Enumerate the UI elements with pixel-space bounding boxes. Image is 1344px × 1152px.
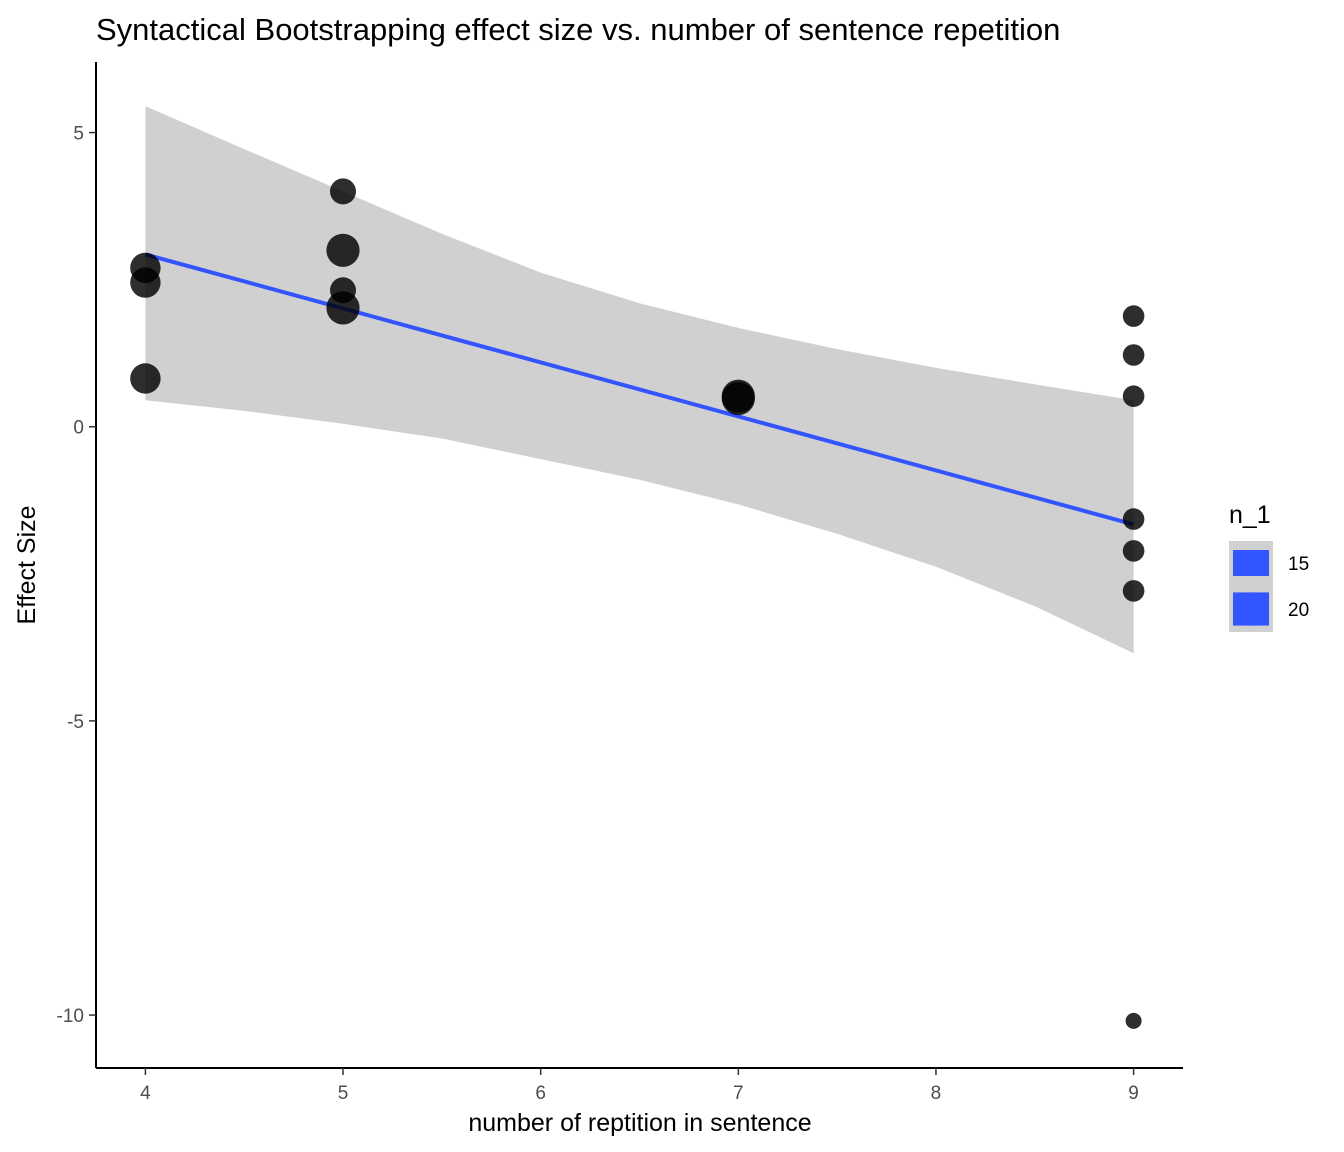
legend-title: n_1	[1229, 501, 1271, 529]
data-point	[1122, 305, 1145, 327]
data-point	[1122, 540, 1145, 562]
data-point	[1122, 344, 1145, 366]
x-tick-label: 6	[535, 1083, 546, 1104]
x-tick-label: 4	[140, 1083, 151, 1104]
data-point	[1122, 508, 1145, 530]
y-axis-title: Effect Size	[13, 505, 41, 624]
x-tick-label: 5	[338, 1083, 349, 1104]
x-axis-title: number of reptition in sentence	[468, 1109, 811, 1137]
data-point	[130, 267, 161, 298]
x-tick-label: 9	[1128, 1083, 1139, 1104]
data-points-layer	[130, 178, 1145, 1029]
chart-title: Syntactical Bootstrapping effect size vs…	[96, 12, 1060, 47]
data-point	[1125, 1012, 1142, 1029]
data-point	[1122, 580, 1145, 602]
data-point	[326, 233, 360, 267]
data-point	[1122, 385, 1145, 408]
y-tick-label: 0	[73, 418, 84, 439]
y-tick-label: -5	[67, 712, 84, 733]
y-tick-label: -10	[57, 1006, 84, 1027]
data-point	[721, 381, 755, 416]
y-tick-label: 5	[73, 124, 84, 145]
data-point	[130, 363, 161, 394]
confidence-band-layer	[145, 106, 1134, 654]
x-axis-ticks: 4 5 6 7 8 9	[140, 1068, 1139, 1104]
y-axis-ticks: 5 0 -5 -10	[57, 124, 96, 1027]
fit-line-layer	[144, 252, 1135, 527]
x-tick-label: 8	[931, 1083, 942, 1104]
legend-key-line	[1233, 592, 1269, 626]
legend-key-line	[1233, 550, 1269, 576]
confidence-band	[145, 106, 1134, 654]
regression-line	[144, 252, 1135, 527]
legend-label: 15	[1288, 554, 1309, 575]
legend-label: 20	[1288, 600, 1309, 621]
data-point	[330, 178, 356, 205]
x-tick-label: 7	[733, 1083, 744, 1104]
data-point	[326, 291, 360, 325]
